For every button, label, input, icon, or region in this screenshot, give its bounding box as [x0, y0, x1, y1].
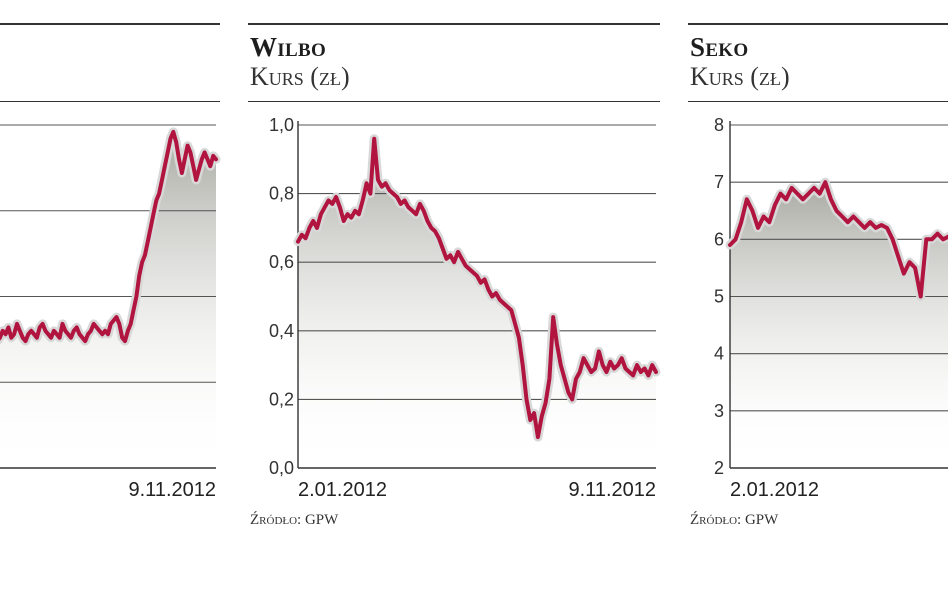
- x-start-date-label: 2.01.2012: [298, 479, 387, 501]
- top-rule: [248, 23, 660, 25]
- top-rule: [0, 23, 220, 25]
- area-fill: [298, 138, 656, 468]
- header-rule: [0, 101, 220, 102]
- x-end-date-label: 9.11.2012: [129, 479, 217, 501]
- chart-panel-wilbo: Wilbo Kurs (zł) 0,0 0,2 0,4 0,6 0,8 1,0 2.01.2…: [246, 0, 666, 593]
- area-fill: [0, 131, 216, 468]
- series-line: [0, 129, 218, 344]
- chart-title: Wilbo: [250, 32, 327, 62]
- y-tick-label: 0,8: [269, 184, 294, 204]
- series-line: [296, 136, 658, 440]
- line-chart: 2 3 4 5 6 7 8 2.01.2012: [714, 115, 948, 501]
- y-tick-label: 5: [714, 287, 724, 307]
- y-tick-label: 7: [714, 172, 724, 192]
- source-label: Źródło: GPW: [250, 512, 339, 528]
- y-tick-label: 0,2: [269, 389, 294, 409]
- header-rule: [248, 101, 660, 102]
- y-tick-label: 2: [714, 458, 724, 478]
- line-chart: 9.11.2012: [0, 124, 221, 501]
- chart-title: Seko: [690, 32, 749, 62]
- chart-subtitle: Kurs (zł): [690, 62, 790, 91]
- y-tick-label: 6: [714, 229, 724, 249]
- top-rule: [688, 23, 948, 25]
- y-tick-label: 0,0: [269, 458, 294, 478]
- line-chart: 0,0 0,2 0,4 0,6 0,8 1,0 2.01.2012 9.11.2012: [269, 115, 661, 501]
- y-tick-label: 0,6: [269, 252, 294, 272]
- chart-panel-left: 9.11.2012: [0, 0, 230, 593]
- y-tick-label: 4: [714, 344, 724, 364]
- header-rule: [688, 101, 948, 102]
- y-tick-label: 3: [714, 401, 724, 421]
- y-tick-label: 8: [714, 115, 724, 135]
- source-label: Źródło: GPW: [690, 512, 779, 528]
- x-start-date-label: 2.01.2012: [730, 479, 819, 501]
- x-end-date-label: 9.11.2012: [569, 479, 657, 501]
- chart-panel-seko: Seko Kurs (zł) 2 3 4 5 6 7 8 2.01.2012 Źródło: …: [686, 0, 948, 593]
- series-line: [728, 180, 948, 299]
- y-tick-label: 0,4: [269, 321, 294, 341]
- y-tick-label: 1,0: [269, 115, 294, 135]
- chart-subtitle: Kurs (zł): [250, 62, 350, 91]
